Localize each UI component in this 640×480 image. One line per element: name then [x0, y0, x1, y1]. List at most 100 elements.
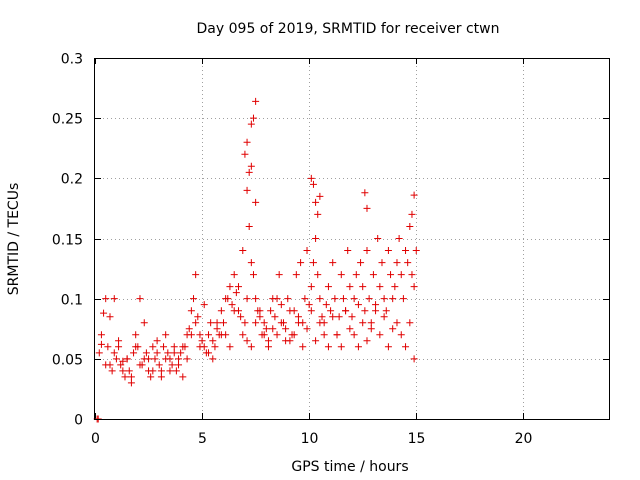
data-point: [307, 283, 315, 291]
y-tick-label: 0.25: [52, 112, 83, 128]
data-point: [243, 337, 251, 345]
data-point: [363, 247, 371, 255]
data-point: [209, 337, 217, 345]
data-point: [162, 355, 170, 363]
y-tick-label: 0.2: [61, 172, 83, 188]
data-point: [127, 379, 135, 387]
data-point: [130, 349, 138, 357]
data-point: [209, 355, 217, 363]
data-point: [226, 343, 234, 351]
data-point: [179, 343, 187, 351]
plot-frame: [94, 58, 610, 420]
data-point: [410, 355, 418, 363]
data-point: [395, 235, 403, 242]
data-point: [256, 313, 264, 321]
data-point: [410, 283, 418, 291]
data-point: [301, 295, 309, 303]
data-point: [342, 307, 350, 315]
data-point: [361, 189, 369, 197]
data-point: [104, 343, 112, 351]
x-tick-label: 10: [301, 431, 319, 447]
data-point: [121, 373, 129, 381]
data-point: [239, 247, 247, 255]
data-point: [359, 283, 367, 291]
data-point: [374, 235, 382, 242]
data-point: [187, 307, 195, 315]
data-point: [211, 343, 219, 351]
data-point: [172, 367, 180, 375]
data-point: [239, 331, 247, 339]
data-point: [410, 191, 418, 199]
data-point: [380, 295, 388, 303]
data-point: [127, 373, 135, 381]
data-point: [384, 247, 392, 255]
data-point: [157, 367, 165, 375]
data-point: [110, 349, 118, 357]
data-point: [179, 373, 187, 381]
data-point: [399, 295, 407, 303]
data-point: [102, 295, 110, 303]
data-point: [299, 343, 307, 351]
data-point: [264, 343, 272, 351]
data-point: [213, 325, 221, 333]
data-points: [93, 97, 420, 423]
data-point: [243, 295, 251, 303]
data-point: [145, 355, 153, 363]
data-point: [153, 337, 161, 345]
data-point: [132, 331, 140, 339]
data-point: [112, 355, 120, 363]
data-point: [106, 313, 114, 321]
data-point: [339, 295, 347, 303]
data-point: [207, 319, 215, 327]
data-point: [331, 295, 339, 303]
data-point: [247, 162, 255, 170]
data-point: [160, 343, 168, 351]
data-point: [282, 325, 290, 333]
x-tick-label: 0: [91, 431, 100, 447]
data-point: [256, 307, 264, 315]
data-point: [157, 373, 165, 381]
data-point: [318, 313, 326, 321]
data-point: [164, 349, 172, 357]
data-point: [252, 295, 260, 303]
data-point: [273, 295, 281, 303]
data-point: [314, 210, 322, 218]
data-point: [205, 331, 213, 339]
data-point: [213, 319, 221, 327]
data-point: [170, 349, 178, 357]
data-point: [177, 349, 185, 357]
data-point: [119, 357, 127, 365]
data-point: [234, 283, 242, 291]
data-point: [277, 319, 285, 327]
data-point: [393, 259, 401, 267]
x-tick-label: 20: [515, 431, 533, 447]
data-point: [367, 325, 375, 333]
data-point: [230, 307, 238, 315]
data-point: [228, 301, 236, 309]
data-point: [346, 283, 354, 291]
data-point: [352, 271, 360, 279]
data-point: [260, 331, 268, 339]
data-point: [387, 271, 395, 279]
data-point: [393, 319, 401, 327]
data-point: [312, 198, 320, 206]
data-point: [269, 325, 277, 333]
data-point: [170, 343, 178, 351]
data-point: [404, 259, 412, 267]
data-point: [252, 97, 260, 105]
data-point: [408, 271, 416, 279]
data-point: [324, 283, 332, 291]
data-point: [354, 343, 362, 351]
data-point: [284, 295, 292, 303]
data-point: [102, 361, 110, 369]
data-point: [110, 295, 118, 303]
data-point: [412, 247, 420, 255]
data-point: [305, 301, 313, 309]
data-point: [369, 271, 377, 279]
data-point: [192, 271, 200, 279]
data-point: [382, 307, 390, 315]
x-tick-label: 5: [198, 431, 207, 447]
data-point: [245, 222, 253, 230]
data-point: [365, 295, 373, 303]
